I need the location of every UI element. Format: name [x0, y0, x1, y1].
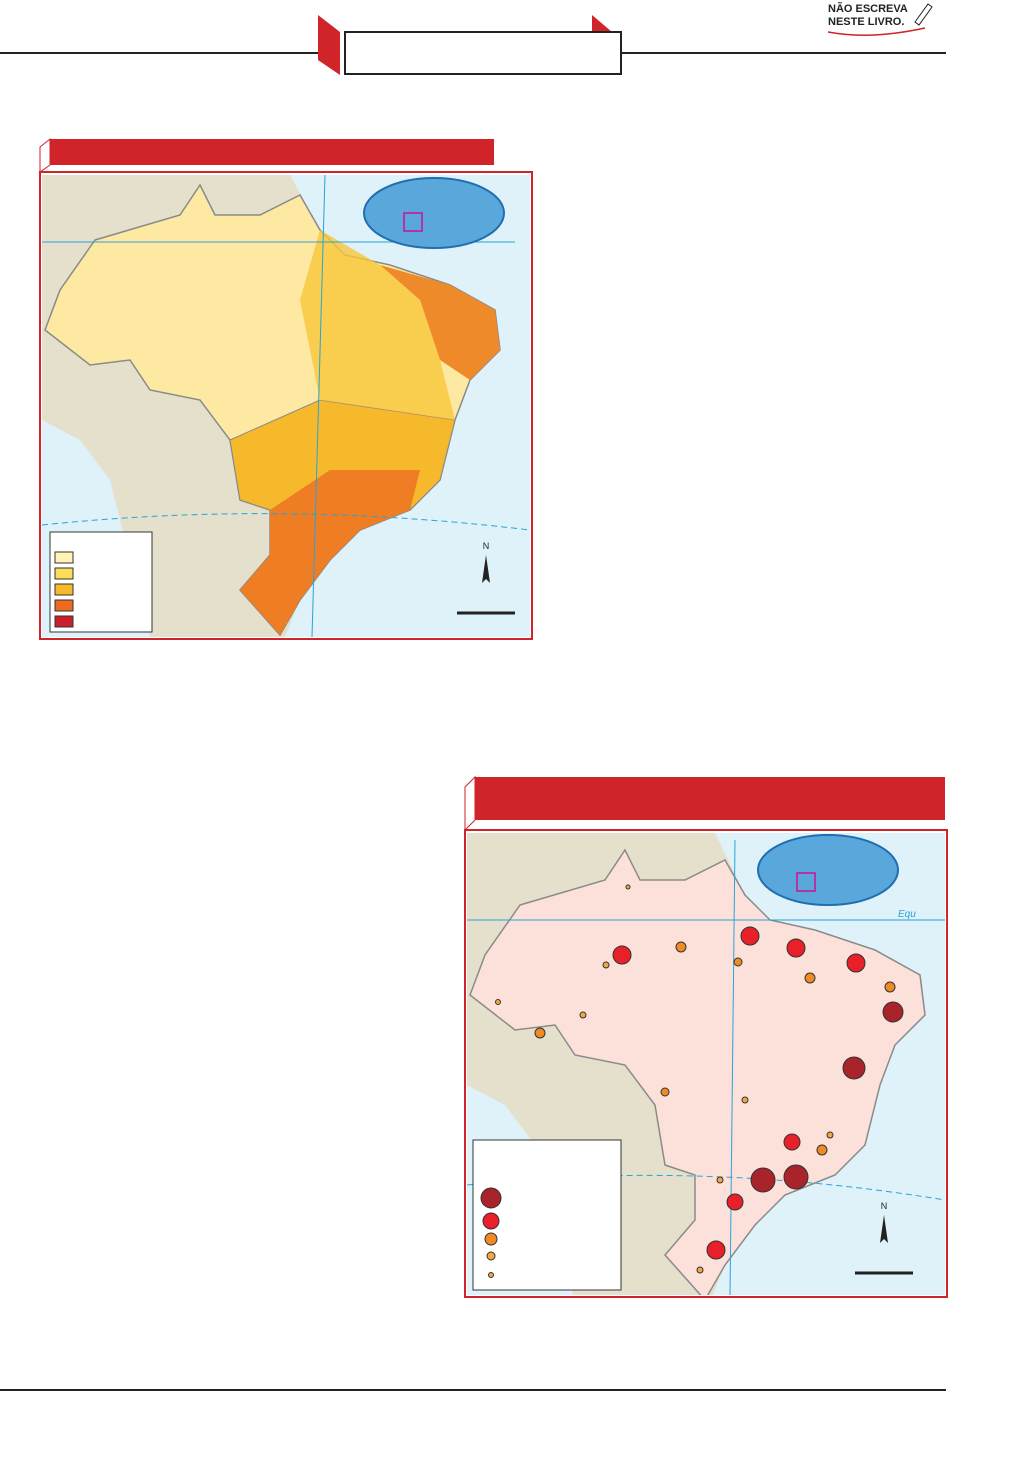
equator-label: Equ [898, 909, 916, 920]
north-label: N [881, 1201, 888, 1211]
header: NÃO ESCREVA NESTE LIVRO. [0, 2, 946, 75]
badge-line: NESTE LIVRO. [828, 16, 904, 28]
map-1: N [39, 137, 533, 640]
north-label: N [483, 541, 490, 551]
map-2: Equ [464, 775, 948, 1298]
badge-line: NÃO ESCREVA [828, 2, 908, 15]
